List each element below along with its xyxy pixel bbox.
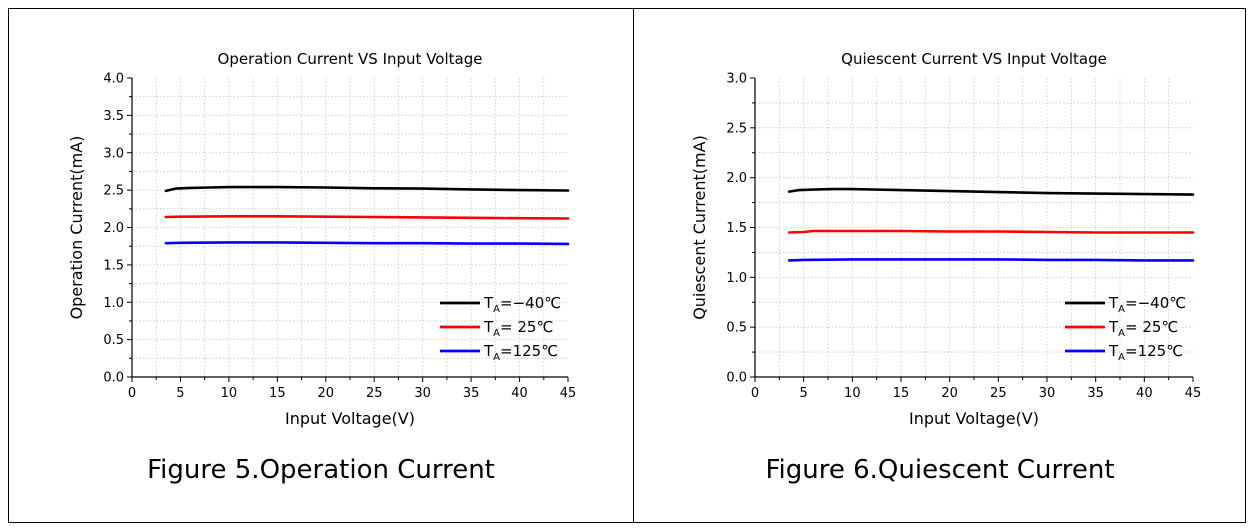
legend-label: TA=−40℃ (1108, 294, 1186, 315)
y-tick-label: 4.0 (103, 72, 124, 87)
y-tick-label: 1.5 (103, 258, 124, 273)
y-tick-label: 2.5 (103, 184, 124, 199)
grid (755, 78, 1193, 377)
chart-title: Quiescent Current VS Input Voltage (841, 50, 1107, 68)
figure-caption: Figure 5.Operation Current (147, 455, 495, 485)
x-tick-label: 45 (560, 386, 577, 401)
series-line-1 (787, 229, 1195, 234)
x-tick-label: 30 (1039, 386, 1056, 401)
y-tick-label: 3.0 (103, 146, 124, 161)
panel-divider (633, 8, 634, 523)
x-tick-label: 25 (366, 386, 383, 401)
y-axis-label: Quiescent Current(mA) (690, 135, 709, 320)
x-tick-label: 40 (1136, 386, 1153, 401)
y-tick-label: 0.5 (103, 333, 124, 348)
x-tick-label: 35 (463, 386, 480, 401)
figure-panel-operation-current: Operation Current VS Input Voltage 0 5 10 15… (9, 8, 633, 523)
x-tick-label: 35 (1087, 386, 1104, 401)
y-tick-label: 3.0 (726, 72, 747, 87)
y-tick-label: 2.5 (726, 121, 747, 136)
figure-panel-quiescent-current: Quiescent Current VS Input Voltage 0 5 10 15… (634, 8, 1246, 523)
series-line-1 (164, 215, 570, 220)
series-line-0 (787, 187, 1195, 196)
y-tick-label: 3.5 (103, 109, 124, 124)
chart-title: Operation Current VS Input Voltage (218, 50, 483, 68)
y-tick-label: 1.0 (103, 296, 124, 311)
outer-frame (8, 8, 1246, 523)
legend-label: TA= 25℃ (483, 318, 553, 339)
series-line-0 (164, 185, 570, 193)
y-tick-label: 0.0 (103, 371, 124, 386)
x-tick-label: 45 (1185, 386, 1202, 401)
legend-label: TA=−40℃ (483, 294, 561, 315)
x-axis-label: Input Voltage(V) (285, 409, 415, 428)
legend: TA=−40℃ TA= 25℃ TA=125℃ (1065, 294, 1186, 363)
x-tick-label: 10 (221, 386, 238, 401)
chart-operation-current: Operation Current VS Input Voltage 0 5 10 15… (67, 50, 577, 428)
y-tick-label: 0.5 (726, 321, 747, 336)
figure-caption: Figure 6.Quiescent Current (765, 455, 1115, 485)
x-tick-label: 25 (990, 386, 1007, 401)
y-tick-label: 1.5 (726, 221, 747, 236)
legend-label: TA=125℃ (1108, 342, 1183, 363)
x-tick-label: 15 (893, 386, 910, 401)
x-tick-label: 5 (800, 386, 808, 401)
series-line-2 (164, 241, 570, 246)
legend-label: TA=125℃ (483, 342, 558, 363)
y-axis-label: Operation Current(mA) (67, 136, 86, 320)
x-tick-label: 10 (844, 386, 861, 401)
y-tick-label: 2.0 (726, 171, 747, 186)
y-tick-label: 2.0 (103, 221, 124, 236)
series-line-2 (787, 258, 1195, 262)
y-tick-label: 1.0 (726, 271, 747, 286)
x-tick-label: 15 (269, 386, 286, 401)
x-axis-label: Input Voltage(V) (909, 409, 1039, 428)
legend-label: TA= 25℃ (1108, 318, 1178, 339)
y-tick-label: 0.0 (726, 371, 747, 386)
x-tick-label: 30 (414, 386, 431, 401)
x-tick-label: 0 (751, 386, 759, 401)
x-tick-label: 40 (511, 386, 528, 401)
legend: TA=−40℃ TA= 25℃ TA=125℃ (440, 294, 561, 363)
x-tick-label: 5 (176, 386, 184, 401)
x-tick-label: 0 (128, 386, 136, 401)
x-tick-label: 20 (941, 386, 958, 401)
x-tick-label: 20 (318, 386, 335, 401)
chart-quiescent-current: Quiescent Current VS Input Voltage 0 5 10 15… (690, 50, 1202, 428)
